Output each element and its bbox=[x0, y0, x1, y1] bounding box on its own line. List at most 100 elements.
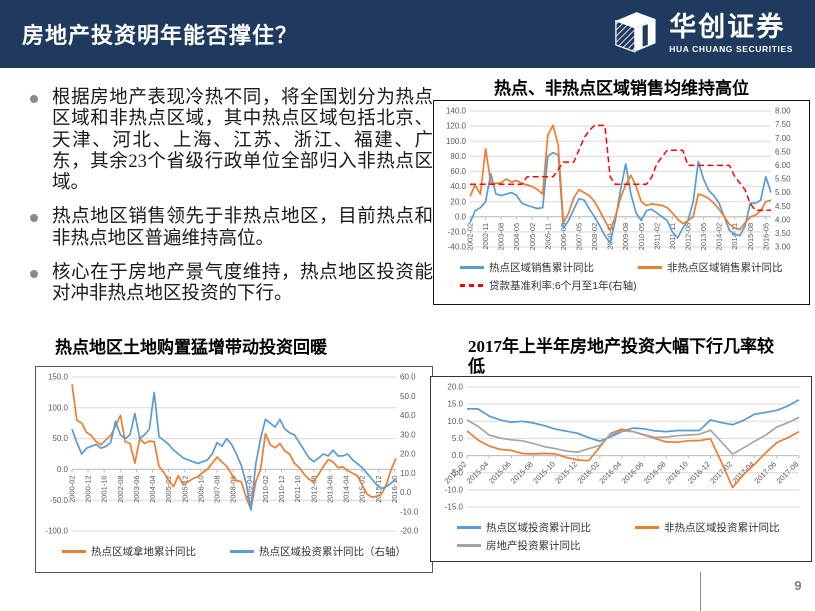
svg-text:0.0: 0.0 bbox=[452, 451, 464, 460]
svg-text:-15.0: -15.0 bbox=[445, 503, 464, 512]
svg-text:2005-02: 2005-02 bbox=[164, 475, 173, 503]
svg-text:-20.0: -20.0 bbox=[448, 228, 467, 237]
svg-text:2005-12: 2005-12 bbox=[180, 475, 189, 503]
investment-chart-legend: 热点区域投资累计同比 非热点区域投资累计同比 房地产投资累计同比 bbox=[431, 518, 811, 553]
svg-text:2014-02: 2014-02 bbox=[715, 223, 724, 251]
bullet-text: 热点地区销售领先于非热点地区，目前热点和非热点地区普遍维持高位。 bbox=[52, 207, 433, 249]
svg-text:2006-10: 2006-10 bbox=[197, 475, 206, 503]
investment-chart: 20.0 15.0 10.0 5.0 0.0 -5.0 -10.0 -15.0 2015-02 2… bbox=[430, 376, 812, 562]
svg-text:-10.0: -10.0 bbox=[445, 486, 464, 495]
svg-text:2003-08: 2003-08 bbox=[497, 223, 506, 251]
svg-text:2009-04: 2009-04 bbox=[245, 475, 254, 503]
cube-icon bbox=[608, 7, 660, 62]
svg-text:2015-02: 2015-02 bbox=[443, 460, 469, 486]
legend-label: 房地产投资累计同比 bbox=[486, 540, 581, 552]
svg-text:2000-12: 2000-12 bbox=[84, 475, 93, 503]
bullet-item: 热点地区销售领先于非热点地区，目前热点和非热点地区普遍维持高位。 bbox=[30, 207, 433, 250]
svg-text:6.50: 6.50 bbox=[775, 147, 791, 156]
legend-label: 非热点区域投资累计同比 bbox=[664, 522, 780, 534]
page-title: 房地产投资明年能否撑住？ bbox=[22, 23, 299, 48]
bullet-text: 核心在于房地产景气度维持，热点地区投资能对冲非热点地区投资的下行。 bbox=[52, 262, 433, 305]
svg-text:2014-11: 2014-11 bbox=[730, 223, 739, 250]
legend-swatch bbox=[460, 284, 484, 287]
svg-text:5.0: 5.0 bbox=[452, 434, 464, 443]
svg-text:2015-08: 2015-08 bbox=[746, 223, 755, 251]
svg-text:80.0: 80.0 bbox=[450, 152, 466, 161]
legend-item: 热点区域拿地累计同比 bbox=[62, 544, 196, 559]
svg-text:-10.0: -10.0 bbox=[400, 507, 419, 516]
svg-text:2001-10: 2001-10 bbox=[100, 475, 109, 503]
legend-swatch bbox=[635, 526, 659, 529]
svg-text:140.0: 140.0 bbox=[446, 107, 467, 116]
svg-text:0.0: 0.0 bbox=[455, 212, 467, 221]
svg-text:2007-08: 2007-08 bbox=[213, 475, 222, 503]
svg-text:40.0: 40.0 bbox=[400, 411, 416, 420]
svg-text:5.00: 5.00 bbox=[775, 188, 791, 197]
legend-item: 房地产投资累计同比 bbox=[457, 538, 581, 553]
svg-text:120.0: 120.0 bbox=[446, 122, 467, 131]
svg-text:-50.0: -50.0 bbox=[50, 496, 69, 505]
legend-label: 热点区域投资累计同比（右轴） bbox=[259, 546, 406, 558]
svg-text:2002-08: 2002-08 bbox=[116, 475, 125, 503]
svg-text:2003-06: 2003-06 bbox=[132, 475, 141, 503]
svg-text:-20.0: -20.0 bbox=[400, 527, 419, 536]
investment-chart-canvas: 20.0 15.0 10.0 5.0 0.0 -5.0 -10.0 -15.0 2015-02 2… bbox=[431, 377, 811, 518]
svg-text:40.0: 40.0 bbox=[450, 182, 466, 191]
svg-text:2009-08: 2009-08 bbox=[621, 223, 630, 251]
logo-text-en: HUA CHUANG SECURITIES bbox=[669, 44, 793, 54]
svg-text:50.0: 50.0 bbox=[52, 434, 68, 443]
svg-text:7.50: 7.50 bbox=[775, 120, 791, 129]
page-number: 9 bbox=[794, 578, 802, 593]
svg-text:60.0: 60.0 bbox=[450, 167, 466, 176]
svg-text:100.0: 100.0 bbox=[48, 403, 69, 412]
svg-text:2016-10: 2016-10 bbox=[390, 475, 399, 503]
legend-label: 热点区域拿地累计同比 bbox=[91, 546, 196, 558]
legend-item: 非热点区域销售累计同比 bbox=[638, 260, 783, 275]
bullet-icon bbox=[30, 95, 38, 103]
legend-label: 非热点区域销售累计同比 bbox=[667, 262, 783, 274]
svg-text:0.0: 0.0 bbox=[57, 465, 69, 474]
svg-text:15.0: 15.0 bbox=[447, 400, 463, 409]
bullet-item: 核心在于房地产景气度维持，热点地区投资能对冲非热点地区投资的下行。 bbox=[30, 263, 433, 306]
svg-text:150.0: 150.0 bbox=[48, 373, 69, 382]
legend-item: 热点区域销售累计同比 bbox=[460, 260, 594, 275]
svg-text:2011-02: 2011-02 bbox=[652, 223, 661, 250]
chart-title-investment: 2017年上半年房地产投资大幅下行几率较低 bbox=[468, 337, 774, 377]
svg-text:2013-06: 2013-06 bbox=[325, 475, 334, 503]
bullet-list: 根据房地产表现冷热不同，将全国划分为热点区域和非热点区域，其中热点区域包括北京、… bbox=[30, 88, 433, 318]
legend-swatch bbox=[460, 266, 484, 269]
legend-swatch bbox=[230, 550, 254, 553]
svg-text:2008-11: 2008-11 bbox=[606, 223, 615, 250]
svg-text:3.50: 3.50 bbox=[775, 229, 791, 238]
chart-title-sales: 热点、非热点区域销售均维持高位 bbox=[494, 79, 749, 98]
svg-text:0.0: 0.0 bbox=[400, 488, 412, 497]
legend-item: 非热点区域投资累计同比 bbox=[635, 520, 780, 535]
footer-divider bbox=[700, 572, 701, 611]
svg-text:-100.0: -100.0 bbox=[45, 527, 68, 536]
svg-text:10.0: 10.0 bbox=[447, 417, 463, 426]
svg-text:2012-08: 2012-08 bbox=[684, 223, 693, 251]
svg-text:2004-05: 2004-05 bbox=[512, 223, 521, 251]
svg-text:2002-11: 2002-11 bbox=[481, 223, 490, 250]
svg-text:2011-11: 2011-11 bbox=[668, 223, 677, 249]
legend-swatch bbox=[457, 526, 481, 529]
chart-canvas: 150.0 100.0 50.0 0.0 -50.0 -100.0 60.0 50.0 40.0… bbox=[45, 373, 419, 536]
svg-text:5.50: 5.50 bbox=[775, 175, 791, 184]
svg-text:2010-05: 2010-05 bbox=[637, 223, 646, 251]
legend-swatch bbox=[62, 550, 86, 553]
chart-title-land: 热点地区土地购置猛增带动投资回暖 bbox=[55, 338, 327, 357]
svg-text:2005-02: 2005-02 bbox=[528, 223, 537, 251]
svg-text:10.0: 10.0 bbox=[400, 469, 416, 478]
svg-text:3.00: 3.00 bbox=[775, 243, 791, 252]
legend-label: 贷款基准利率:6个月至1年(右轴) bbox=[489, 280, 637, 292]
svg-text:2010-02: 2010-02 bbox=[261, 475, 270, 503]
land-chart: 150.0 100.0 50.0 0.0 -50.0 -100.0 60.0 50.0 40.0… bbox=[35, 366, 433, 573]
svg-text:2013-05: 2013-05 bbox=[699, 223, 708, 251]
sales-chart: 140.0 120.0 100.0 80.0 60.0 40.0 20.0 0.0 -20.0 -… bbox=[433, 100, 810, 305]
svg-text:4.50: 4.50 bbox=[775, 202, 791, 211]
svg-text:2002-02: 2002-02 bbox=[466, 223, 475, 251]
legend-label: 热点区域销售累计同比 bbox=[489, 262, 594, 274]
slide-header: 房地产投资明年能否撑住？ 华创证券 HUA CHUANG SECU bbox=[0, 0, 815, 68]
svg-text:2000-02: 2000-02 bbox=[68, 475, 77, 503]
